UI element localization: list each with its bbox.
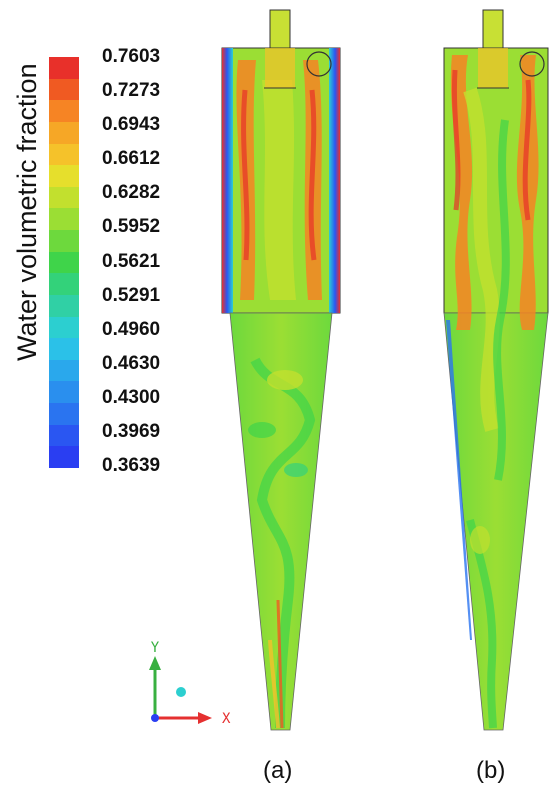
colorbar-segment [49, 186, 79, 209]
colorbar-tick-label: 0.3969 [102, 420, 161, 442]
z-axis-marker [176, 687, 186, 697]
colorbar-tick-label: 0.6612 [102, 148, 161, 170]
colorbar-tick-label: 0.4960 [102, 318, 161, 340]
colorbar-segment [49, 57, 79, 80]
panel-a-label: (a) [263, 757, 293, 784]
colorbar-segment [49, 251, 79, 274]
y-axis-arrow [149, 656, 161, 670]
colorbar-tick-label: 0.5621 [102, 250, 161, 272]
colorbar-segment [49, 359, 79, 382]
colorbar-tick-label: 0.6282 [102, 182, 161, 204]
panel-b-vortex-finder [482, 9, 504, 51]
colorbar-tick-label: 0.7273 [102, 80, 161, 102]
panel-a-left-wall [222, 48, 233, 313]
colorbar-tick-label: 0.6943 [102, 114, 161, 136]
colorbar-segment [49, 208, 79, 231]
colorbar-tick-label: 0.4300 [102, 386, 161, 408]
colorbar-tick-label: 0.7603 [102, 46, 161, 67]
colorbar-tick-label: 0.3639 [102, 455, 161, 476]
colorbar-segment [49, 273, 79, 296]
colorbar-segment [49, 165, 79, 188]
x-axis-arrow [198, 712, 212, 724]
panel-b-label: (b) [476, 757, 506, 784]
panel-a-inlet [306, 51, 332, 77]
colorbar-segment [49, 338, 79, 361]
colorbar-tick-label: 0.5952 [102, 216, 161, 238]
x-axis-label: X [222, 711, 231, 727]
coordinate-axes: Y X [149, 640, 231, 727]
panel-a-vortex-finder [269, 9, 291, 51]
colorbar-segment [49, 143, 79, 166]
colorbar-segment [49, 316, 79, 339]
colorbar-tick-label: 0.4630 [102, 352, 161, 374]
colorbar-segment [49, 230, 79, 253]
colorbar-segment [49, 100, 79, 123]
panel-a-cyclone [221, 9, 341, 731]
panel-a-right-wall [329, 48, 340, 313]
colorbar [49, 57, 79, 469]
panel-b-cyclone [443, 9, 549, 731]
z-axis-origin [151, 714, 159, 722]
colorbar-segment [49, 403, 79, 426]
colorbar-segment [49, 294, 79, 318]
colorbar-segment [49, 78, 79, 101]
colorbar-tick-label: 0.5291 [102, 284, 161, 306]
colorbar-segment [49, 381, 79, 404]
panel-b-cone [443, 312, 549, 731]
y-axis-label: Y [151, 640, 160, 656]
panel-b-inlet [519, 51, 545, 77]
colorbar-segment [49, 121, 79, 145]
colorbar-segment [49, 446, 79, 469]
colorbar-segment [49, 424, 79, 447]
